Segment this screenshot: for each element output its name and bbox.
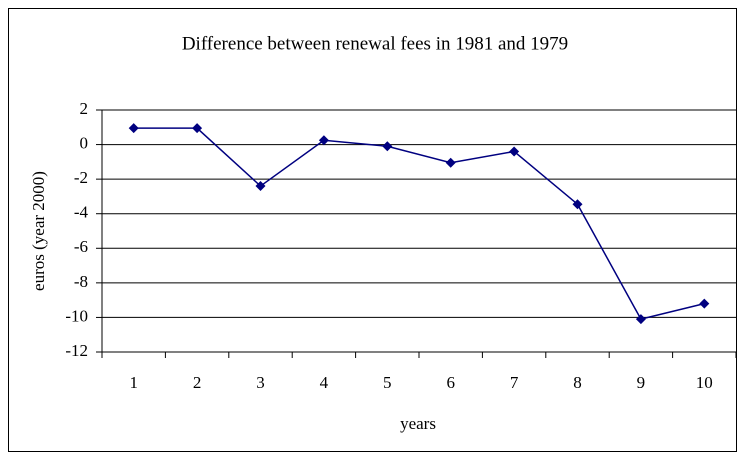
data-point (509, 146, 520, 157)
data-point (318, 135, 329, 146)
chart-frame (8, 8, 737, 452)
data-point (445, 157, 456, 168)
data-point (255, 181, 266, 192)
chart-title: Difference between renewal fees in 1981 … (182, 33, 568, 54)
y-tick-label: 0 (80, 133, 89, 152)
y-tick-label: 2 (80, 99, 89, 118)
x-tick-label: 10 (696, 373, 713, 392)
x-tick-label: 2 (193, 373, 202, 392)
x-tick-label: 8 (573, 373, 582, 392)
data-point (699, 298, 710, 309)
y-tick-label: -8 (74, 272, 88, 291)
y-tick-label: -2 (74, 168, 88, 187)
data-point (635, 314, 646, 325)
data-point (572, 199, 583, 210)
y-tick-label: -4 (74, 203, 89, 222)
y-axis-label: euros (year 2000) (29, 171, 48, 291)
x-tick-label: 4 (320, 373, 329, 392)
data-point (382, 141, 393, 152)
data-line (133, 127, 705, 321)
data-point (192, 123, 203, 134)
y-tick-label: -6 (74, 237, 88, 256)
x-tick-label: 7 (510, 373, 519, 392)
data-point (128, 123, 139, 134)
x-tick-label: 5 (383, 373, 392, 392)
x-axis-label: years (400, 414, 436, 433)
x-tick-label: 3 (256, 373, 265, 392)
y-tick-label: -10 (65, 306, 88, 325)
x-tick-label: 6 (446, 373, 455, 392)
y-tick-label: -12 (65, 341, 88, 360)
x-tick-label: 1 (129, 373, 138, 392)
x-tick-label: 9 (637, 373, 646, 392)
